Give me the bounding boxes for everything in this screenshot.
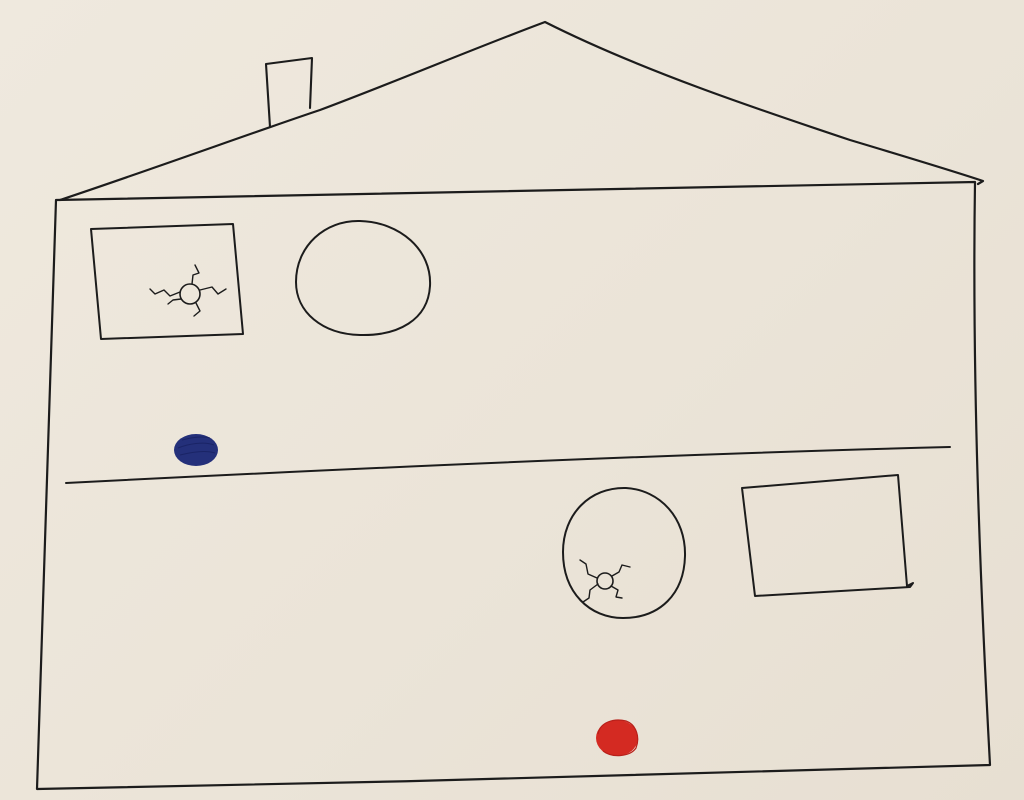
upper-round-window <box>295 219 432 337</box>
blue-ball <box>174 434 218 466</box>
house-body-outline <box>35 180 992 791</box>
roof-outline <box>58 20 985 202</box>
lower-rect-window <box>741 474 914 597</box>
red-ball-outline <box>597 719 639 757</box>
lower-round-window <box>562 486 687 619</box>
spider-icon <box>579 559 631 603</box>
chimney <box>264 56 314 129</box>
spider-icon <box>149 264 227 317</box>
floor-divider <box>65 446 951 484</box>
upper-rect-window <box>90 223 244 340</box>
red-ball-fill <box>596 720 638 756</box>
blue-ball-hatching <box>177 436 216 456</box>
red-ball <box>596 719 639 757</box>
blue-ball-fill <box>174 434 218 466</box>
